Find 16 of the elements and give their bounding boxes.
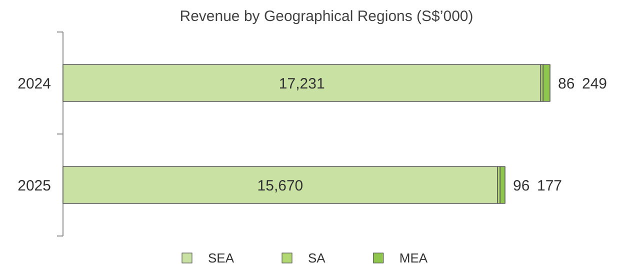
y-tick-label: 2025 (18, 177, 51, 194)
bar (500, 166, 506, 204)
bar (62, 166, 498, 204)
data-label: 15,670 (257, 177, 304, 194)
legend-label: SA (308, 250, 326, 266)
data-label: 86 (558, 75, 575, 92)
bar (62, 64, 542, 102)
data-label: 96 (513, 177, 530, 194)
legend-label: MEA (399, 250, 428, 266)
legend-label: SEA (208, 250, 234, 266)
data-label: 17,231 (278, 75, 325, 92)
bar (542, 64, 550, 102)
y-tick-label: 2024 (18, 75, 51, 92)
chart-title: Revenue by Geographical Regions (S$’000) (180, 8, 474, 25)
data-label: 249 (582, 75, 608, 92)
data-label: 177 (537, 177, 562, 194)
